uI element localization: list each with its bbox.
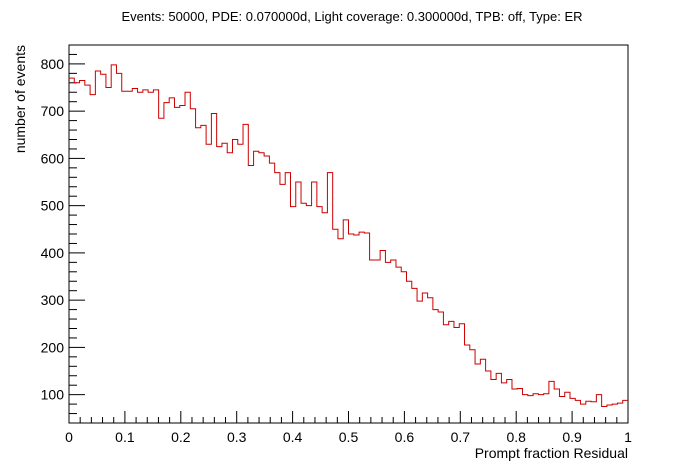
x-tick-label: 0.1 [115, 429, 135, 445]
y-tick-label: 400 [41, 245, 65, 261]
x-tick-label: 0.7 [451, 429, 471, 445]
x-tick-label: 0.5 [339, 429, 359, 445]
histogram-series-line [69, 64, 628, 407]
x-tick-label: 1 [624, 429, 632, 445]
y-tick-label: 200 [41, 339, 65, 355]
y-tick-label: 600 [41, 150, 65, 166]
x-tick-label: 0.2 [171, 429, 191, 445]
y-tick-label: 700 [41, 103, 65, 119]
x-tick-label: 0.6 [395, 429, 415, 445]
y-tick-label: 300 [41, 292, 65, 308]
x-tick-label: 0 [65, 429, 73, 445]
x-axis: 0 0.1 0.2 0.3 0.4 0.5 0.6 0.7 0.8 0.9 1 [65, 411, 632, 445]
x-tick-label: 0.9 [562, 429, 582, 445]
y-axis: 100 200 300 400 500 600 700 800 [41, 44, 85, 424]
y-tick-label: 800 [41, 56, 65, 72]
chart-title: Events: 50000, PDE: 0.070000d, Light cov… [121, 9, 582, 24]
y-tick-label: 100 [41, 387, 65, 403]
x-tick-label: 0.8 [506, 429, 526, 445]
y-tick-label: 500 [41, 198, 65, 214]
x-tick-label: 0.3 [227, 429, 247, 445]
y-axis-label: number of events [12, 45, 28, 153]
x-axis-label: Prompt fraction Residual [475, 445, 628, 461]
x-tick-label: 0.4 [283, 429, 303, 445]
